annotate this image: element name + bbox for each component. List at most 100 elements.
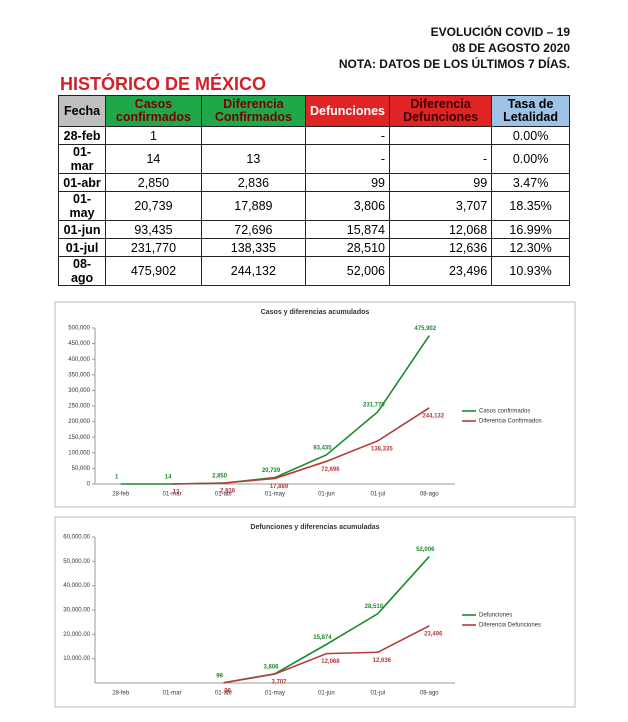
- y-tick-label: 0: [87, 482, 91, 488]
- table-cell: 23,496: [389, 256, 493, 286]
- y-tick-label: 50,000.00: [63, 559, 90, 565]
- table-cell: 28,510: [304, 238, 391, 257]
- table-cell: 244,132: [200, 256, 307, 286]
- x-tick-label: 01-jun: [318, 691, 335, 697]
- table-cell: 2,836: [200, 173, 307, 192]
- table-cell: 12,068: [389, 220, 493, 239]
- table-cell: 99: [389, 173, 493, 192]
- y-tick-label: 20,000.00: [63, 632, 90, 638]
- y-tick-label: 450,000: [68, 341, 90, 347]
- column-header: Diferencia Confirmados: [200, 95, 307, 127]
- doc-note: NOTA: DATOS DE LOS ÚLTIMOS 7 DÍAS.: [338, 57, 570, 71]
- column-header: Fecha: [57, 95, 107, 127]
- table-row: 08-ago 475,902 244,132 52,006 23,496 10.93%: [57, 256, 570, 286]
- table-cell: 14: [105, 144, 202, 174]
- table-cell: 01-jul: [57, 238, 107, 257]
- table-cell: -: [304, 144, 391, 174]
- column-header: Casos confirmados: [105, 95, 202, 127]
- table-cell: 01-mar: [57, 144, 107, 174]
- table-cell: 17,889: [200, 191, 307, 221]
- data-table: Fecha Casos confirmados Diferencia Confirm…: [57, 95, 570, 286]
- table-cell: 01-jun: [57, 220, 107, 239]
- x-tick-label: 01-may: [265, 691, 285, 697]
- series-line: [223, 625, 430, 684]
- data-label: 244,132: [422, 413, 444, 419]
- table-cell: 12,636: [389, 238, 493, 257]
- x-tick-label: 28-feb: [112, 691, 130, 697]
- x-tick-label: 28-feb: [112, 492, 130, 498]
- data-label: 2,836: [220, 489, 236, 495]
- table-cell: 15,874: [304, 220, 391, 239]
- data-label: 93,435: [313, 445, 332, 451]
- table-cell: 475,902: [105, 256, 202, 286]
- y-tick-label: 10,000.00: [63, 656, 90, 662]
- y-tick-label: 50,000: [72, 466, 91, 472]
- y-tick-label: 40,000.00: [63, 583, 90, 589]
- table-cell: 138,335: [200, 238, 307, 257]
- table-row: 01-abr 2,850 2,836 99 99 3.47%: [57, 173, 570, 192]
- y-tick-label: 100,000: [68, 450, 90, 456]
- data-label: 99: [216, 673, 223, 679]
- y-tick-label: 250,000: [68, 404, 90, 410]
- y-tick-label: 150,000: [68, 435, 90, 441]
- table-cell: 10.93%: [491, 256, 570, 286]
- table-cell: 28-feb: [57, 126, 107, 145]
- legend-label: Defunciones: [479, 613, 512, 619]
- data-label: 14: [165, 475, 172, 481]
- table-cell: 72,696: [200, 220, 307, 239]
- column-header: Diferencia Defunciones: [389, 95, 493, 127]
- chart-title: Casos y diferencias acumulados: [261, 309, 370, 316]
- data-label: 17,889: [270, 484, 289, 490]
- data-label: 3,707: [271, 680, 287, 686]
- y-tick-label: 500,000: [68, 326, 90, 332]
- table-cell: 231,770: [105, 238, 202, 257]
- table-cell: 20,739: [105, 191, 202, 221]
- data-label: 23,496: [424, 631, 443, 637]
- table-cell: [200, 126, 307, 145]
- chart: Casos y diferencias acumulados 0 50,000 100…: [54, 301, 576, 508]
- table-cell: 18.35%: [491, 191, 570, 221]
- chart-frame: [54, 301, 576, 508]
- data-label: 3,806: [263, 664, 279, 670]
- table-row: 28-feb 1 - 0.00%: [57, 126, 570, 145]
- table-cell: 93,435: [105, 220, 202, 239]
- x-tick-label: 01-abr: [215, 691, 232, 697]
- x-tick-label: 01-jul: [371, 492, 386, 498]
- table-cell: -: [304, 126, 391, 145]
- legend-label: Diferencia Defunciones: [479, 623, 541, 629]
- table-cell: 16.99%: [491, 220, 570, 239]
- x-tick-label: 01-jul: [371, 691, 386, 697]
- data-label: 52,006: [416, 547, 435, 553]
- table-cell: 08-ago: [57, 256, 107, 286]
- chart: Defunciones y diferencias acumuladas 10,0…: [54, 516, 576, 708]
- x-tick-label: 01-may: [265, 492, 285, 498]
- table-cell: 2,850: [105, 173, 202, 192]
- table-row: 01-jun 93,435 72,696 15,874 12,068 16.99%: [57, 220, 570, 239]
- y-tick-label: 200,000: [68, 419, 90, 425]
- table-cell: 3,806: [304, 191, 391, 221]
- table-row: 01-may 20,739 17,889 3,806 3,707 18.35%: [57, 191, 570, 221]
- data-label: 231,770: [363, 402, 385, 408]
- y-tick-label: 60,000.00: [63, 535, 90, 541]
- table-cell: 3.47%: [491, 173, 570, 192]
- data-label: 12,068: [321, 659, 340, 665]
- doc-title: EVOLUCIÓN COVID – 19: [430, 25, 570, 39]
- table-cell: 01-may: [57, 191, 107, 221]
- column-header: Tasa de Letalidad: [491, 95, 570, 127]
- data-label: 13: [173, 490, 180, 496]
- data-label: 72,696: [321, 467, 340, 473]
- x-tick-label: 08-ago: [420, 492, 439, 498]
- y-tick-label: 350,000: [68, 372, 90, 378]
- x-tick-label: 01-abr: [215, 492, 232, 498]
- data-label: 28,510: [365, 604, 384, 610]
- data-label: 12,636: [373, 658, 392, 664]
- x-tick-label: 01-mar: [163, 492, 182, 498]
- table-cell: 3,707: [389, 191, 493, 221]
- chart-title: Defunciones y diferencias acumuladas: [250, 524, 379, 531]
- table-cell: 01-abr: [57, 173, 107, 192]
- table-row: 01-jul 231,770 138,335 28,510 12,636 12.30%: [57, 238, 570, 257]
- chart-frame: [54, 516, 576, 708]
- table-cell: 99: [304, 173, 391, 192]
- data-label: 15,874: [313, 635, 332, 641]
